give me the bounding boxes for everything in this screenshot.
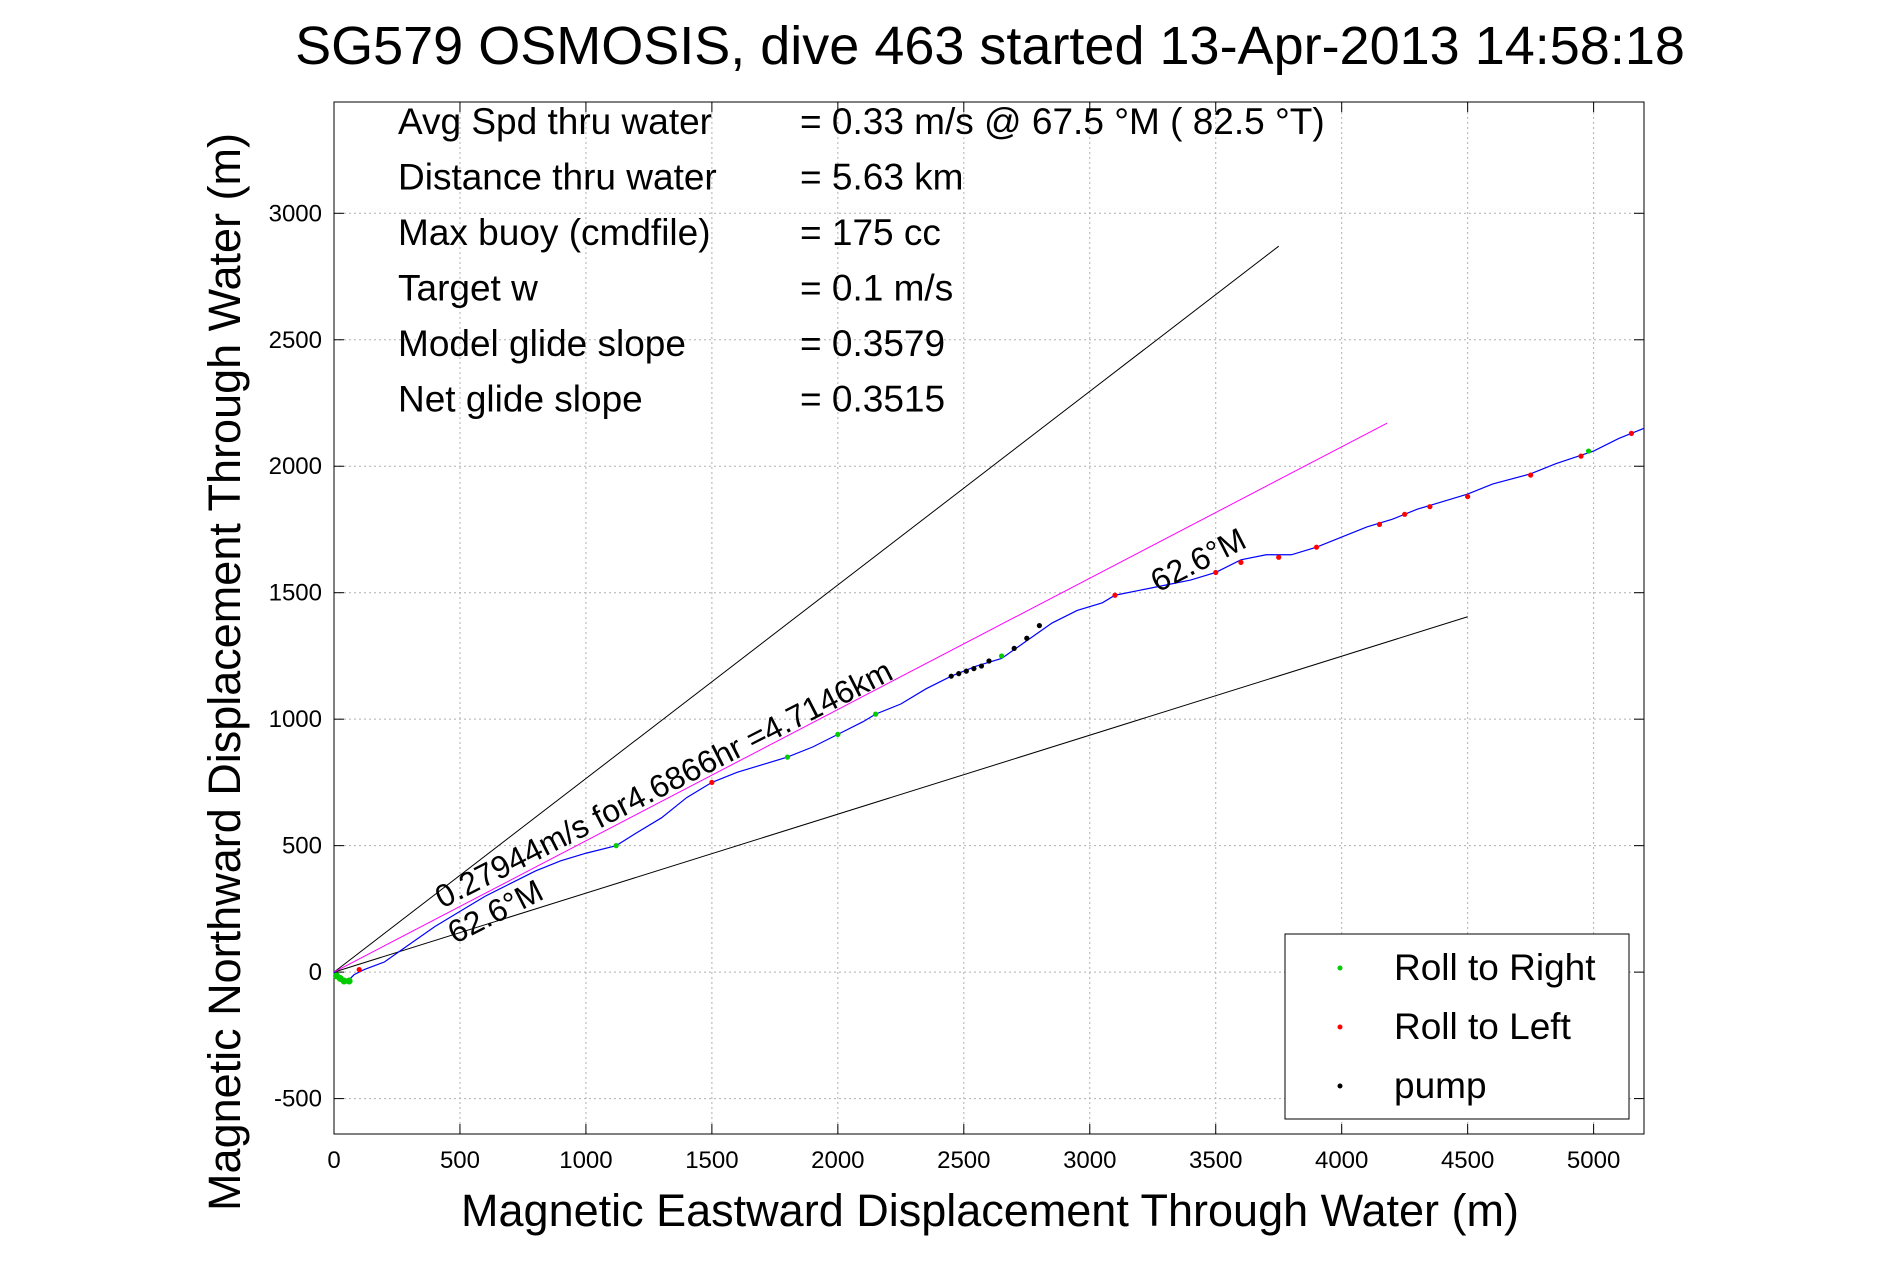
y-tick-label-6: 2500 (269, 327, 322, 354)
pump-marker-5 (986, 658, 992, 664)
x-tick-label-3: 1500 (685, 1147, 738, 1174)
pump-marker-2 (963, 668, 969, 674)
stat-label-1: Distance thru water (398, 157, 717, 198)
roll-right-marker-7 (835, 731, 841, 737)
pump-marker-0 (948, 673, 954, 679)
x-tick-label-1: 500 (440, 1147, 480, 1174)
y-tick-label-1: 0 (309, 959, 322, 986)
pump-marker-6 (1011, 645, 1017, 651)
roll-left-marker-4 (1238, 559, 1244, 565)
legend-marker-2 (1337, 1083, 1343, 1089)
x-tick-label-6: 3000 (1063, 1147, 1116, 1174)
stat-value-2: = 175 cc (800, 212, 941, 253)
chart-title: SG579 OSMOSIS, dive 463 started 13-Apr-2… (295, 16, 1685, 76)
x-tick-label-8: 4000 (1315, 1147, 1368, 1174)
x-tick-label-7: 3500 (1189, 1147, 1242, 1174)
roll-left-marker-10 (1465, 493, 1471, 500)
y-tick-label-2: 500 (282, 833, 322, 860)
roll-right-marker-9 (1585, 448, 1592, 454)
series-layer (333, 245, 1645, 984)
track-line (333, 427, 1645, 984)
y-tick-label-4: 1500 (269, 580, 322, 607)
roll-left-marker-6 (1313, 544, 1320, 550)
stat-label-0: Avg Spd thru water (398, 101, 712, 142)
stat-value-0: = 0.33 m/s @ 67.5 °M ( 82.5 °T) (800, 101, 1325, 142)
stat-value-4: = 0.3579 (800, 323, 945, 364)
x-tick-label-4: 2000 (811, 1147, 864, 1174)
roll-left-marker-9 (1427, 504, 1433, 510)
legend: Roll to Right Roll to Left pump (1284, 933, 1630, 1120)
legend-label-2: pump (1394, 1065, 1487, 1106)
stat-label-3: Target w (398, 268, 538, 309)
stat-value-1: = 5.63 km (800, 157, 964, 198)
x-tick-label-0: 0 (327, 1147, 340, 1174)
x-tick-label-10: 5000 (1567, 1147, 1620, 1174)
legend-marker-0 (1337, 965, 1343, 971)
stat-label-2: Max buoy (cmdfile) (398, 212, 711, 253)
roll-left-marker-7 (1376, 521, 1383, 528)
stat-value-3: = 0.1 m/s (800, 268, 953, 309)
roll-right-marker-5 (784, 754, 791, 760)
stat-value-5: = 0.3515 (800, 379, 945, 420)
stat-label-5: Net glide slope (398, 379, 643, 420)
reference-line-2 (333, 422, 1388, 973)
stats-block: Avg Spd thru water = 0.33 m/s @ 67.5 °M (… (398, 101, 1325, 420)
roll-left-marker-12 (1578, 453, 1584, 459)
legend-marker-1 (1337, 1024, 1343, 1030)
legend-label-1: Roll to Left (1394, 1006, 1572, 1047)
y-tick-label-3: 1000 (269, 706, 322, 733)
pump-marker-4 (978, 663, 985, 669)
roll-right-marker-4 (613, 843, 619, 849)
axis-ticks: 0 500 1000 1500 2000 2500 3000 3500 4000 4500 5000… (269, 102, 1644, 1174)
x-axis-label: Magnetic Eastward Displacement Through W… (461, 1185, 1519, 1236)
stat-label-4: Model glide slope (398, 323, 686, 364)
roll-right-marker-3 (345, 977, 353, 985)
pump-marker-8 (1036, 622, 1042, 629)
x-tick-label-5: 2500 (937, 1147, 990, 1174)
reference-line-0 (333, 245, 1280, 973)
roll-left-marker-0 (356, 966, 362, 973)
roll-left-marker-11 (1528, 472, 1534, 478)
roll-left-marker-2 (1112, 592, 1118, 598)
roll-left-marker-3 (1213, 569, 1219, 576)
pump-marker-3 (971, 665, 977, 672)
reference-line-1 (333, 616, 1468, 973)
roll-left-marker-8 (1402, 511, 1408, 517)
roll-right-marker-6 (873, 711, 879, 717)
pump-marker-1 (956, 671, 962, 677)
roll-right-marker-8 (998, 653, 1005, 659)
roll-left-marker-13 (1628, 430, 1635, 436)
roll-left-marker-1 (709, 779, 715, 786)
legend-label-0: Roll to Right (1394, 947, 1596, 988)
marker-layer (333, 430, 1635, 985)
y-tick-label-0: -500 (274, 1086, 322, 1113)
roll-right-marker-2 (340, 977, 348, 985)
y-tick-label-5: 2000 (269, 453, 322, 480)
y-axis-label: Magnetic Northward Displacement Through … (199, 133, 250, 1211)
y-tick-label-7: 3000 (269, 200, 322, 227)
x-tick-label-9: 4500 (1441, 1147, 1494, 1174)
pump-marker-7 (1024, 635, 1030, 641)
roll-left-marker-5 (1276, 554, 1282, 560)
plot-frame (333, 101, 1645, 1135)
x-tick-label-2: 1000 (559, 1147, 612, 1174)
